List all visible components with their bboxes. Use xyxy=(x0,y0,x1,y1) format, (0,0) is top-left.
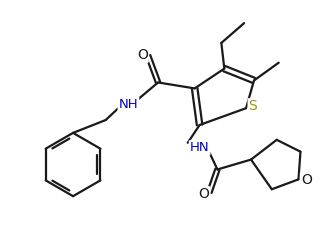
Text: NH: NH xyxy=(118,98,138,111)
Text: O: O xyxy=(198,187,209,201)
Text: S: S xyxy=(248,99,257,113)
Text: O: O xyxy=(301,173,312,187)
Text: HN: HN xyxy=(190,141,210,154)
Text: O: O xyxy=(137,48,148,62)
